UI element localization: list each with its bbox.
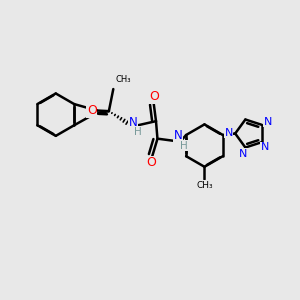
Text: N: N (224, 128, 233, 138)
Text: N: N (129, 116, 137, 128)
Text: CH₃: CH₃ (116, 75, 131, 84)
Text: O: O (146, 157, 156, 169)
Text: N: N (263, 117, 272, 127)
Text: CH₃: CH₃ (196, 181, 213, 190)
Text: H: H (179, 141, 187, 151)
Text: O: O (87, 104, 97, 117)
Text: N: N (174, 129, 182, 142)
Text: N: N (239, 149, 247, 159)
Text: N: N (261, 142, 269, 152)
Text: H: H (134, 127, 142, 137)
Text: O: O (149, 90, 159, 103)
